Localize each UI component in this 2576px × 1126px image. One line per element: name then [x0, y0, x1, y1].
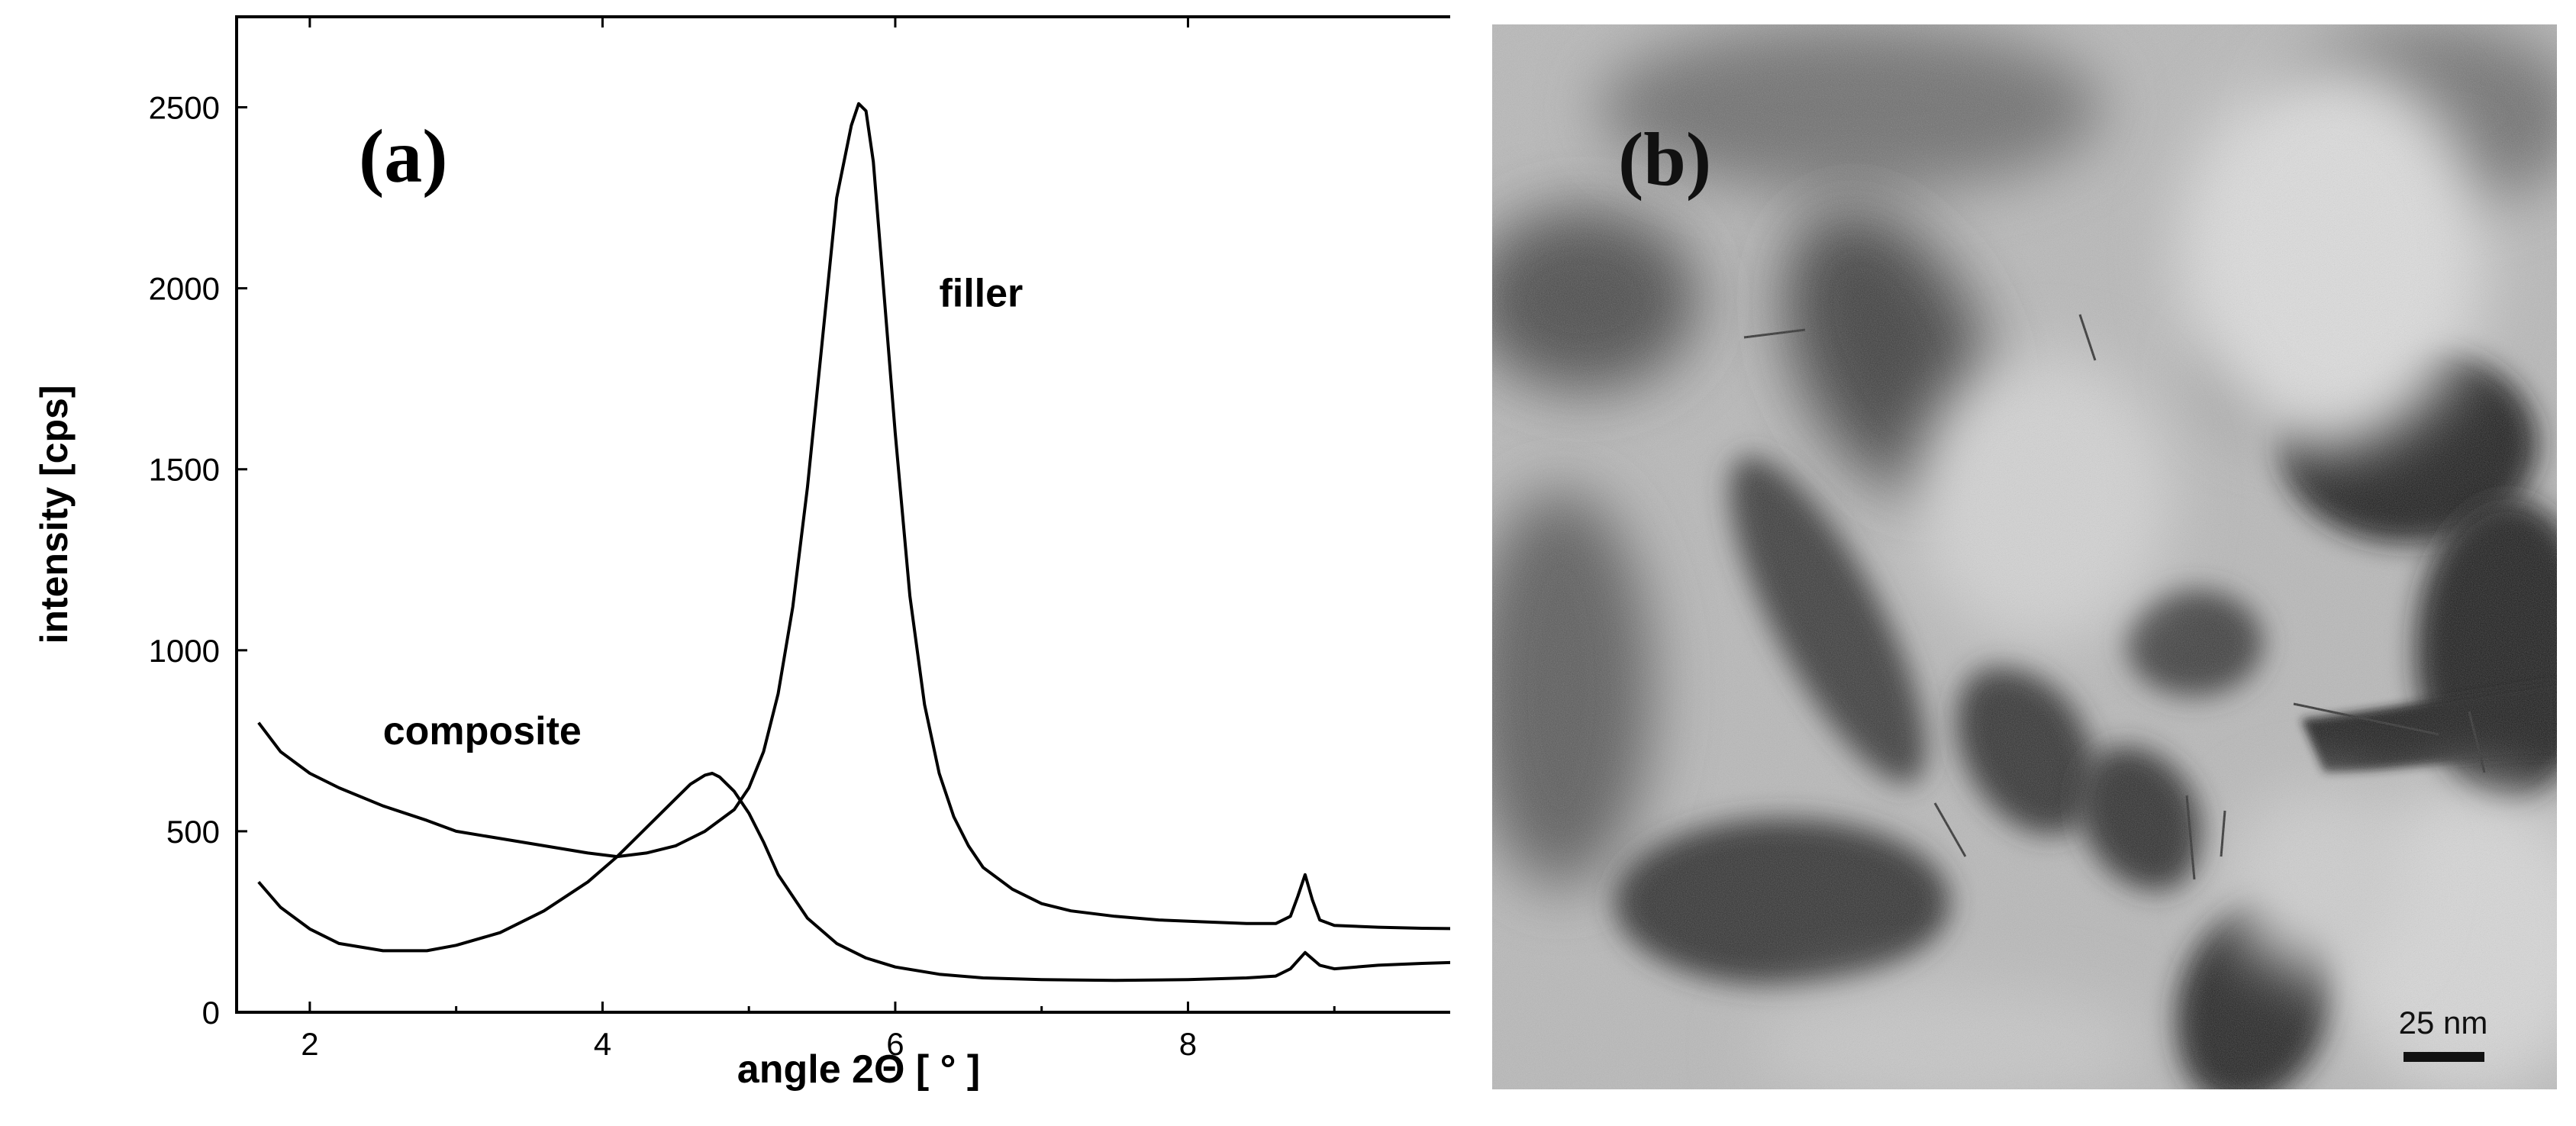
axes-layer: 24681005001000150020002500angle 2Θ [ ° ]… — [33, 15, 1498, 1092]
scale-bar-label: 25 nm — [2399, 1005, 2488, 1041]
y-tick-label: 500 — [166, 814, 220, 850]
x-axis-label: angle 2Θ [ ° ] — [737, 1047, 980, 1092]
series-line-composite — [257, 772, 1481, 982]
x-tick-label: 2 — [301, 1026, 318, 1062]
series-line-filler — [257, 102, 1481, 931]
x-tick-label: 8 — [1179, 1026, 1197, 1062]
annotation-filler: filler — [939, 271, 1023, 315]
tem-micrograph: (b) 25 nm — [1469, 24, 2576, 1108]
y-tick-label: 1500 — [149, 452, 220, 488]
panel-label-b: (b) — [1618, 117, 1711, 202]
xrd-chart: 24681005001000150020002500angle 2Θ [ ° ]… — [33, 15, 1498, 1092]
y-tick-label: 0 — [202, 995, 220, 1031]
annotation-composite: composite — [383, 709, 582, 753]
annotations-layer: (a) filler composite — [359, 114, 1023, 753]
x-tick-label: 6 — [886, 1026, 904, 1062]
x-tick-label: 4 — [594, 1026, 611, 1062]
y-tick-label: 1000 — [149, 633, 220, 669]
tem-micrograph-panel: (b) 25 nm — [1469, 24, 2576, 1108]
tem-grain-texture — [1492, 24, 2557, 1089]
y-tick-label: 2500 — [149, 90, 220, 126]
y-axis-label: intensity [cps] — [33, 386, 76, 644]
series-layer — [257, 102, 1481, 982]
y-tick-label: 2000 — [149, 271, 220, 307]
scale-bar — [2404, 1052, 2484, 1062]
xrd-chart-panel: 24681005001000150020002500angle 2Θ [ ° ]… — [33, 15, 1498, 1092]
panel-label-a: (a) — [359, 114, 448, 198]
